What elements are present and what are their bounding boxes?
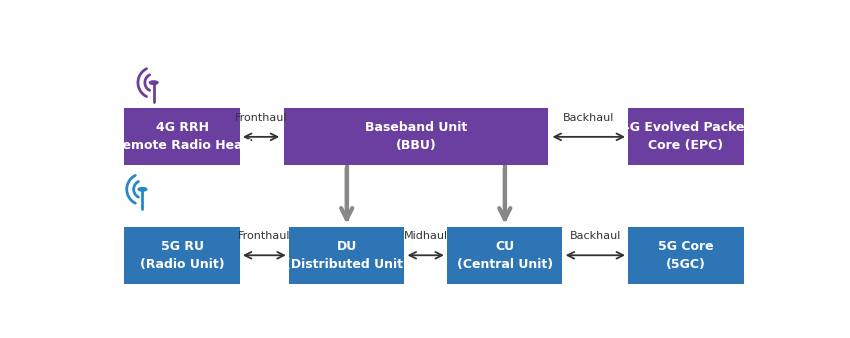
Text: DU
(Distributed Unit): DU (Distributed Unit) (285, 240, 409, 271)
Text: Fronthaul: Fronthaul (235, 113, 287, 123)
Text: 4G Evolved Packet
Core (EPC): 4G Evolved Packet Core (EPC) (621, 121, 751, 152)
FancyBboxPatch shape (289, 227, 405, 284)
Text: Fronthaul: Fronthaul (238, 231, 291, 241)
Text: Midhaul: Midhaul (404, 231, 448, 241)
Text: 5G Core
(5GC): 5G Core (5GC) (658, 240, 714, 271)
Text: Backhaul: Backhaul (563, 113, 615, 123)
FancyBboxPatch shape (447, 227, 563, 284)
Text: Baseband Unit
(BBU): Baseband Unit (BBU) (365, 121, 467, 152)
FancyBboxPatch shape (628, 108, 744, 166)
Text: 5G RU
(Radio Unit): 5G RU (Radio Unit) (139, 240, 224, 271)
Text: 4G RRH
(Remote Radio Head): 4G RRH (Remote Radio Head) (107, 121, 258, 152)
FancyBboxPatch shape (124, 108, 240, 166)
Circle shape (139, 188, 147, 191)
FancyBboxPatch shape (124, 227, 240, 284)
FancyBboxPatch shape (284, 108, 547, 166)
Circle shape (150, 81, 158, 84)
FancyBboxPatch shape (628, 227, 744, 284)
Text: CU
(Central Unit): CU (Central Unit) (456, 240, 552, 271)
Text: Backhaul: Backhaul (570, 231, 621, 241)
